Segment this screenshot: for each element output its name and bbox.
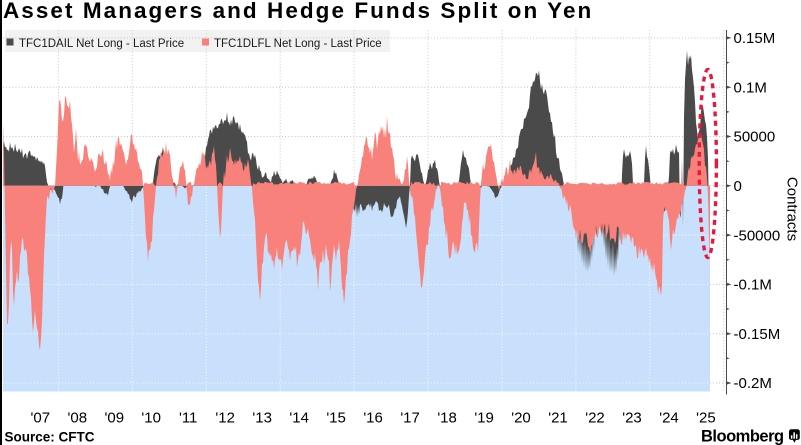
svg-text:'16: '16 [363, 410, 383, 427]
svg-text:'17: '17 [400, 410, 420, 427]
svg-text:'14: '14 [289, 410, 309, 427]
svg-text:'09: '09 [105, 410, 125, 427]
svg-text:0.15M: 0.15M [734, 30, 776, 47]
svg-text:'18: '18 [437, 410, 457, 427]
svg-text:-0.15M: -0.15M [734, 326, 781, 343]
svg-text:-0.1M: -0.1M [734, 277, 772, 294]
svg-text:'12: '12 [215, 410, 235, 427]
svg-text:Source: CFTC: Source: CFTC [5, 430, 95, 445]
svg-text:'10: '10 [141, 410, 161, 427]
svg-text:TFC1DLFL Net Long - Last Price: TFC1DLFL Net Long - Last Price [214, 38, 382, 50]
svg-text:Bloomberg: Bloomberg [701, 427, 784, 445]
svg-text:'13: '13 [252, 410, 272, 427]
svg-text:-50000: -50000 [734, 227, 781, 244]
svg-text:'15: '15 [326, 410, 346, 427]
svg-text:'22: '22 [585, 410, 605, 427]
svg-text:Contracts: Contracts [784, 177, 801, 241]
svg-text:'11: '11 [179, 410, 197, 427]
svg-text:'07: '07 [31, 410, 51, 427]
svg-text:50000: 50000 [734, 129, 776, 146]
svg-text:0: 0 [734, 178, 742, 195]
svg-text:'08: '08 [68, 410, 88, 427]
svg-text:TFC1DAIL Net Long - Last Price: TFC1DAIL Net Long - Last Price [19, 38, 184, 50]
svg-text:'21: '21 [548, 410, 568, 427]
svg-text:'25: '25 [696, 410, 716, 427]
svg-text:0.1M: 0.1M [734, 79, 767, 96]
svg-text:'19: '19 [474, 410, 494, 427]
svg-text:'24: '24 [659, 410, 679, 427]
svg-text:'20: '20 [511, 410, 531, 427]
svg-text:'23: '23 [622, 410, 642, 427]
svg-text:-0.2M: -0.2M [734, 375, 772, 392]
